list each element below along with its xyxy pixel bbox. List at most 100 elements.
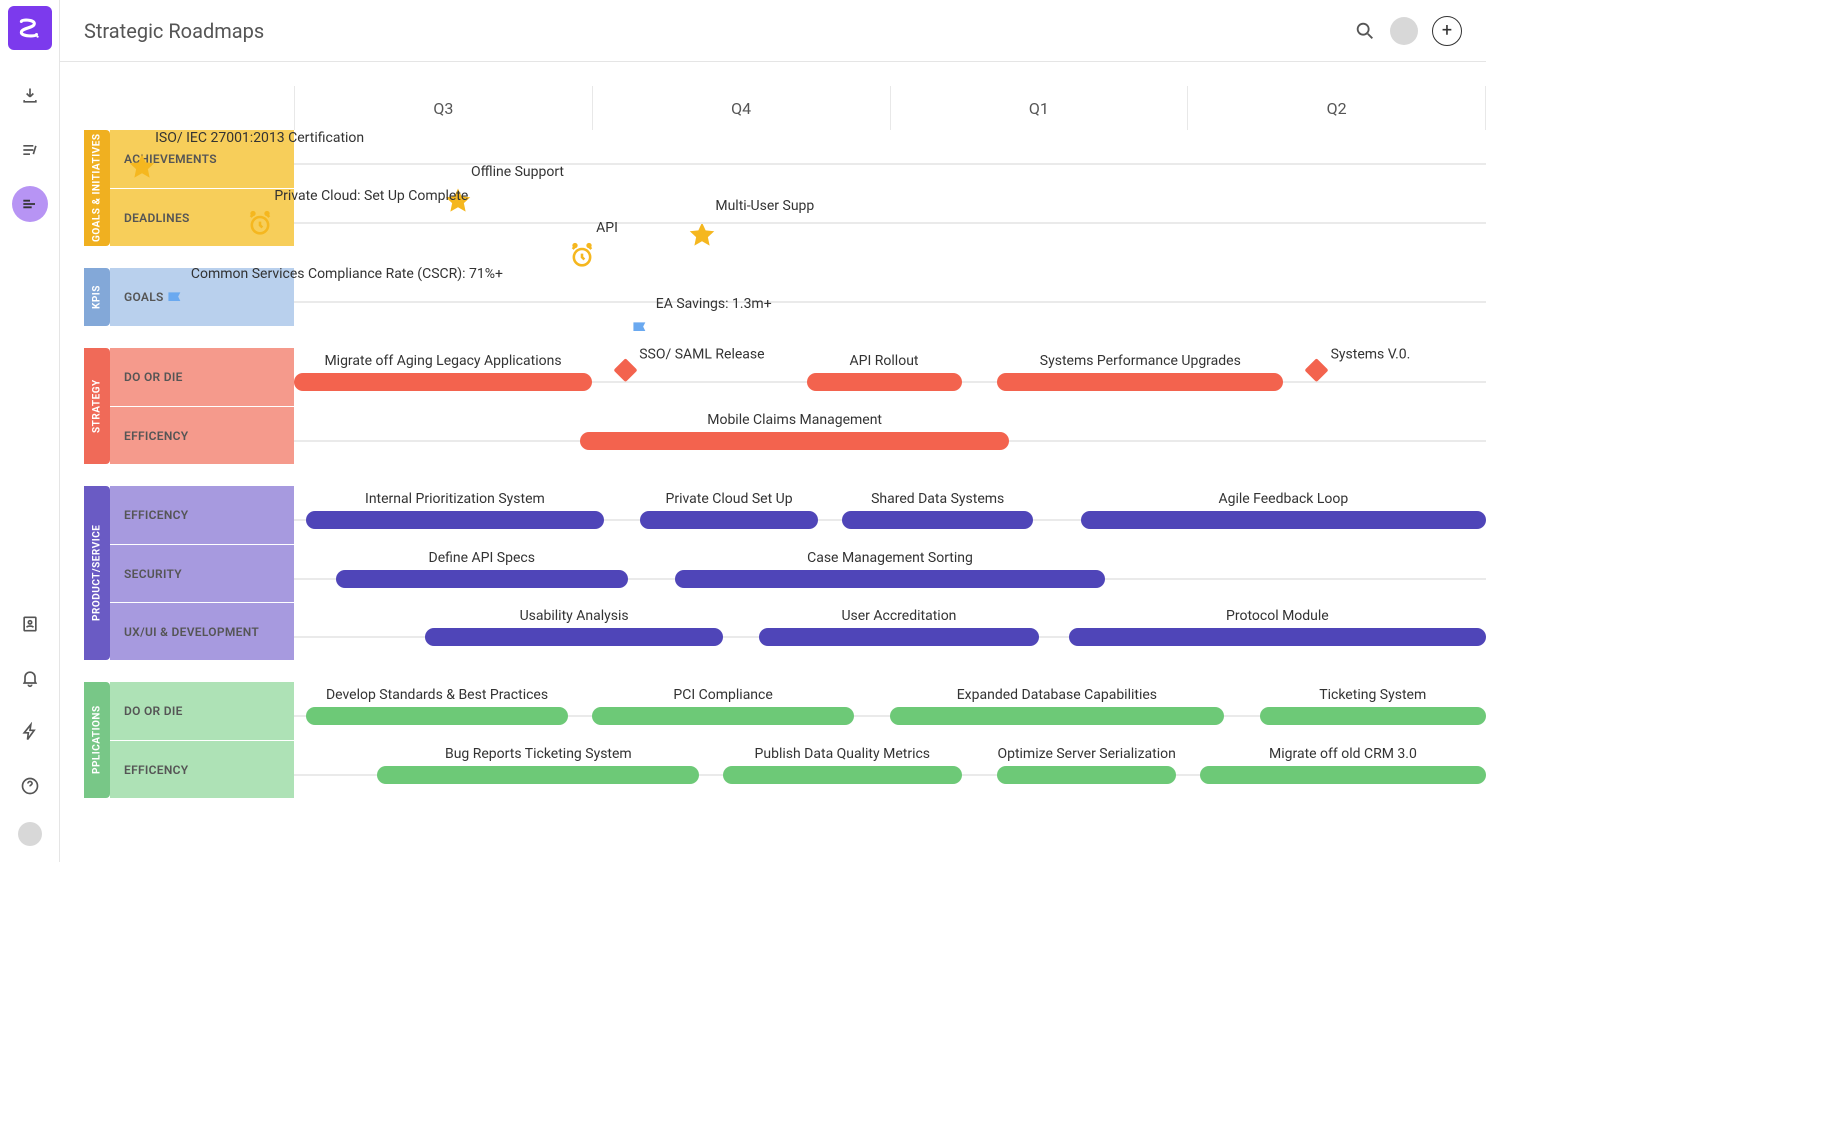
bar-label: Develop Standards & Best Practices <box>326 687 548 703</box>
roadmap-bar[interactable]: Private Cloud Set Up <box>640 511 819 529</box>
nav-bell-icon[interactable] <box>12 660 48 696</box>
nav-user-avatar[interactable] <box>18 822 42 846</box>
bar-label: Shared Data Systems <box>871 491 1004 507</box>
marker-label: Private Cloud: Set Up Complete <box>274 188 468 204</box>
topbar-user-avatar[interactable] <box>1390 17 1418 45</box>
nav-roadmap-icon[interactable] <box>12 186 48 222</box>
group-tab[interactable]: PPLICATIONS <box>84 682 110 798</box>
roadmap-bar[interactable]: Usability Analysis <box>425 628 723 646</box>
search-icon[interactable] <box>1354 20 1376 42</box>
lane-timeline: Mobile Claims Management <box>294 407 1486 464</box>
marker-label: Systems V.0. <box>1331 347 1411 363</box>
lane-row: EFFICENCY Bug Reports Ticketing System Pub… <box>110 740 1486 798</box>
lane-row: DO OR DIEDevelop Standards & Best Practi… <box>110 682 1486 740</box>
add-button[interactable]: + <box>1432 16 1462 46</box>
bar-label: PCI Compliance <box>673 687 772 703</box>
marker-label: EA Savings: 1.3m+ <box>656 296 772 312</box>
bar-label: API Rollout <box>850 353 919 369</box>
lane-row: GOALSSystem Migration CompleteCommon Ser… <box>110 268 1486 326</box>
roadmap-bar[interactable]: Shared Data Systems <box>842 511 1033 529</box>
lane-timeline: Develop Standards & Best Practices PCI Co… <box>294 682 1486 740</box>
group-tab[interactable]: STRATEGY <box>84 348 110 464</box>
lane-timeline: Bug Reports Ticketing System Publish Data… <box>294 741 1486 798</box>
roadmap-bar[interactable]: Develop Standards & Best Practices <box>306 707 568 725</box>
roadmap-bar[interactable]: Ticketing System <box>1260 707 1486 725</box>
bar-label: Ticketing System <box>1319 687 1426 703</box>
nav-list-icon[interactable] <box>12 132 48 168</box>
bar-label: Define API Specs <box>429 550 535 566</box>
lane-row: EFFICENCY Mobile Claims Management <box>110 406 1486 464</box>
diamond-icon <box>613 358 637 382</box>
clock-icon[interactable]: Private Cloud: Set Up Complete <box>246 210 1438 242</box>
roadmap-bar[interactable]: Migrate off Aging Legacy Applications <box>294 373 592 391</box>
bar-label: Internal Prioritization System <box>365 491 545 507</box>
lane-group-goals: GOALS & INITIATIVESACHIEVEMENTSSSL Certi… <box>84 130 1486 246</box>
diamond-icon <box>1305 358 1329 382</box>
nav-rail <box>0 0 60 862</box>
bar-label: Bug Reports Ticketing System <box>445 746 632 762</box>
roadmap-bar[interactable]: Publish Data Quality Metrics <box>723 766 961 784</box>
roadmap-bar[interactable]: Systems Performance Upgrades <box>997 373 1283 391</box>
nav-bolt-icon[interactable] <box>12 714 48 750</box>
quarter-column: Q2 <box>1188 86 1486 130</box>
roadmap-bar[interactable]: Bug Reports Ticketing System <box>377 766 699 784</box>
roadmap-bar[interactable]: Migrate off old CRM 3.0 <box>1200 766 1486 784</box>
roadmap-bar[interactable]: Expanded Database Capabilities <box>890 707 1224 725</box>
roadmap-bar[interactable]: Define API Specs <box>336 570 628 588</box>
bar-label: Mobile Claims Management <box>707 412 882 428</box>
lane-group-applications: PPLICATIONSDO OR DIEDevelop Standards & … <box>84 682 1486 798</box>
roadmap-bar[interactable]: Internal Prioritization System <box>306 511 604 529</box>
clock-icon[interactable]: Systems Migration <box>60 178 985 210</box>
lane-label[interactable]: DO OR DIE <box>110 348 294 406</box>
bar-label: Publish Data Quality Metrics <box>755 746 930 762</box>
roadmap-bar[interactable]: Mobile Claims Management <box>580 432 1009 450</box>
bar-label: Private Cloud Set Up <box>666 491 793 507</box>
roadmap-bar[interactable]: PCI Compliance <box>592 707 854 725</box>
bar-label: Systems Performance Upgrades <box>1040 353 1241 369</box>
lane-group-product: PRODUCT/SERVICEEFFICENCYInternal Priorit… <box>84 486 1486 660</box>
flag-icon[interactable]: EA Savings: 1.3m+ <box>628 318 1486 348</box>
lane-timeline: Systems MigrationPrivate Cloud: Set Up C… <box>294 189 1486 246</box>
bar-label: Expanded Database Capabilities <box>957 687 1157 703</box>
nav-download-icon[interactable] <box>12 78 48 114</box>
lane-timeline: Usability Analysis User Accreditation Prot… <box>294 603 1486 660</box>
lane-row: SECURITY Define API Specs Case Management … <box>110 544 1486 602</box>
roadmap-bar[interactable]: User Accreditation <box>759 628 1039 646</box>
roadmap-bar[interactable]: Agile Feedback Loop <box>1081 511 1486 529</box>
nav-help-icon[interactable] <box>12 768 48 804</box>
lane-group-kpis: KPISGOALSSystem Migration CompleteCommon… <box>84 268 1486 326</box>
bar-label: Migrate off old CRM 3.0 <box>1269 746 1417 762</box>
lane-label[interactable]: UX/UI & DEVELOPMENT <box>110 603 294 660</box>
logo-icon <box>17 15 43 41</box>
diamond-marker[interactable]: Systems V.0. <box>1317 369 1334 386</box>
lane-label[interactable]: SECURITY <box>110 545 294 602</box>
nav-contacts-icon[interactable] <box>12 606 48 642</box>
lane-label[interactable]: DO OR DIE <box>110 682 294 740</box>
lane-label[interactable]: EFFICENCY <box>110 486 294 544</box>
marker-label: API <box>596 220 618 236</box>
lane-row: DO OR DIEMigrate off Aging Legacy Applic… <box>110 348 1486 406</box>
roadmap-bar[interactable]: Protocol Module <box>1069 628 1486 646</box>
lane-label[interactable]: EFFICENCY <box>110 407 294 464</box>
lane-timeline: Define API Specs Case Management Sorting <box>294 545 1486 602</box>
roadmap-bar[interactable]: Optimize Server Serialization <box>997 766 1176 784</box>
lane-timeline: Internal Prioritization System Private Cl… <box>294 486 1486 544</box>
bar-label: Usability Analysis <box>520 608 629 624</box>
lane-row: UX/UI & DEVELOPMENT Usability Analysis Use… <box>110 602 1486 660</box>
lane-row: EFFICENCY Internal Prioritization System P… <box>110 486 1486 544</box>
lane-label[interactable]: EFFICENCY <box>110 741 294 798</box>
lane-timeline: System Migration CompleteCommon Services… <box>294 268 1486 326</box>
bar-label: Agile Feedback Loop <box>1218 491 1348 507</box>
roadmap-bar[interactable]: Case Management Sorting <box>675 570 1104 588</box>
roadmap-bar[interactable]: API Rollout <box>807 373 962 391</box>
group-tab[interactable]: PRODUCT/SERVICE <box>84 486 110 660</box>
lane-row: DEADLINESSystems MigrationPrivate Cloud:… <box>110 188 1486 246</box>
marker-label: ISO/ IEC 27001:2013 Certification <box>155 130 364 146</box>
app-logo[interactable] <box>8 6 52 50</box>
topbar: Strategic Roadmaps + <box>60 0 1486 62</box>
page-title: Strategic Roadmaps <box>84 19 264 43</box>
roadmap-body: GOALS & INITIATIVESACHIEVEMENTSSSL Certi… <box>84 130 1486 798</box>
bar-label: Protocol Module <box>1226 608 1329 624</box>
diamond-marker[interactable]: SSO/ SAML Release <box>625 369 642 386</box>
bar-label: Case Management Sorting <box>807 550 973 566</box>
